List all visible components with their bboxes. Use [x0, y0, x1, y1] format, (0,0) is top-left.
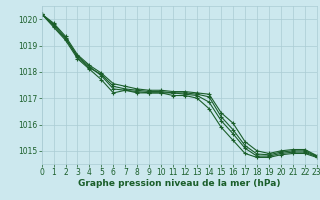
- X-axis label: Graphe pression niveau de la mer (hPa): Graphe pression niveau de la mer (hPa): [78, 179, 280, 188]
